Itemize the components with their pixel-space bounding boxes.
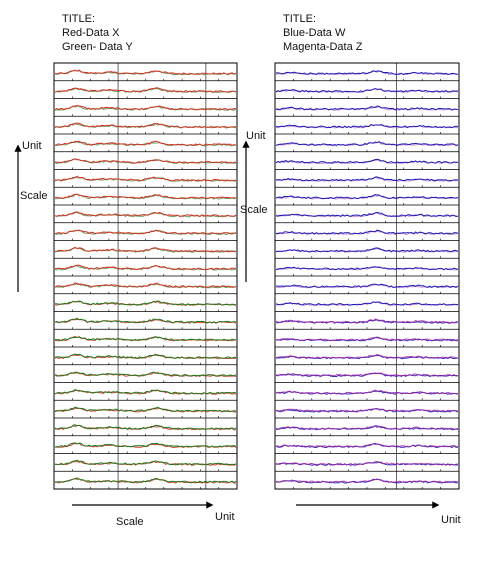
left-series-trace — [54, 459, 237, 466]
right-x-unit-label: Unit — [441, 514, 461, 526]
left-series-trace — [54, 246, 237, 253]
right-series-trace — [275, 194, 458, 200]
left-y-scale-label: Scale — [20, 190, 48, 202]
right-series-trace — [275, 105, 459, 111]
left-panel — [53, 62, 238, 490]
right-y-scale-label: Scale — [240, 204, 268, 216]
right-series-trace — [276, 176, 459, 182]
right-series-trace — [275, 301, 459, 306]
right-series-trace — [275, 88, 459, 93]
left-series-trace — [54, 193, 237, 200]
right-series-trace — [275, 353, 459, 359]
right-series-trace — [275, 176, 459, 182]
right-series-trace — [275, 247, 459, 253]
right-series-trace — [275, 479, 459, 484]
left-series-trace — [54, 477, 237, 484]
right-series-trace — [275, 124, 459, 129]
right-title-line-1: TITLE: — [283, 13, 317, 25]
right-series-trace — [275, 266, 459, 271]
left-title-line-1: TITLE: — [62, 13, 96, 25]
left-series-trace — [54, 229, 237, 235]
left-series-trace — [54, 407, 236, 413]
left-series-trace — [54, 140, 237, 146]
left-series-trace — [54, 122, 237, 129]
left-series-trace — [54, 406, 237, 413]
right-series-trace — [276, 70, 458, 75]
right-series-trace — [275, 372, 459, 377]
left-title-line-3: Green- Data Y — [62, 41, 133, 53]
left-series-trace — [54, 87, 237, 93]
right-series-trace — [275, 460, 459, 466]
left-series-trace — [54, 389, 237, 395]
right-series-trace — [275, 211, 459, 218]
right-series-trace — [275, 229, 459, 235]
right-title-line-2: Blue-Data W — [283, 27, 346, 39]
right-series-trace — [275, 408, 459, 413]
left-series-trace — [54, 104, 237, 111]
left-series-trace — [54, 282, 237, 289]
right-series-trace — [275, 336, 459, 342]
left-series-trace — [54, 211, 237, 217]
left-title-line-2: Red-Data X — [62, 27, 120, 39]
left-x-unit-label: Unit — [215, 511, 235, 523]
right-series-trace — [275, 194, 459, 200]
left-series-trace — [54, 141, 236, 147]
left-series-trace — [54, 158, 237, 164]
left-series-trace — [54, 317, 237, 324]
left-series-trace — [55, 175, 237, 182]
right-series-trace — [275, 158, 459, 164]
right-title: TITLE: Blue-Data W Magenta-Data Z — [283, 12, 362, 54]
left-y-unit-label: Unit — [22, 140, 42, 152]
left-series-trace — [54, 424, 237, 430]
right-series-trace — [275, 425, 459, 430]
left-x-scale-label: Scale — [116, 516, 144, 528]
right-series-trace — [275, 141, 459, 146]
left-series-trace — [54, 371, 237, 377]
left-series-trace — [54, 300, 237, 306]
left-series-trace — [54, 87, 237, 94]
left-series-trace — [54, 282, 237, 289]
right-series-trace — [276, 283, 459, 288]
left-series-trace — [54, 264, 236, 271]
left-series-trace — [54, 335, 237, 342]
right-y-unit-label: Unit — [246, 130, 266, 142]
left-series-trace — [54, 69, 237, 75]
right-series-trace — [275, 443, 459, 448]
left-series-trace — [54, 442, 237, 448]
left-series-trace — [54, 353, 237, 359]
right-title-line-3: Magenta-Data Z — [283, 41, 363, 53]
right-series-trace — [275, 389, 459, 395]
left-title: TITLE: Red-Data X Green- Data Y — [62, 12, 133, 54]
left-series-trace — [55, 105, 237, 111]
right-panel — [274, 62, 460, 490]
right-series-trace — [275, 318, 459, 324]
